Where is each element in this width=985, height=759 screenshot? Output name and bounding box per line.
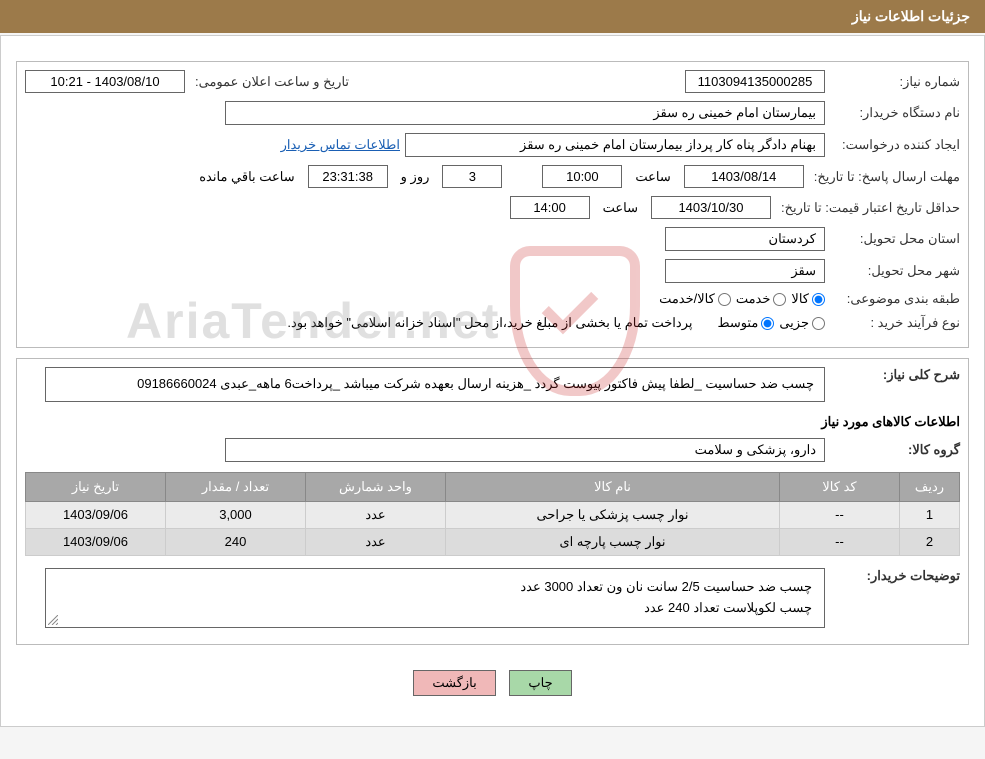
requester-value: بهنام دادگر پناه کار پرداز بیمارستان اما… (405, 133, 825, 157)
cell-unit: عدد (306, 528, 446, 555)
cell-date: 1403/09/06 (26, 501, 166, 528)
cell-row: 1 (900, 501, 960, 528)
requester-label: ایجاد کننده درخواست: (830, 137, 960, 153)
radio-service[interactable]: خدمت (736, 291, 787, 307)
deadline-date: 1403/08/14 (684, 165, 804, 188)
time-label-2: ساعت (595, 200, 646, 216)
announce-value: 1403/08/10 - 10:21 (25, 70, 185, 93)
buyer-org-value: بیمارستان امام خمینی ره سقز (225, 101, 825, 125)
page-header: جزئیات اطلاعات نیاز (0, 0, 985, 33)
purchase-type-radio-group: جزیی متوسط (717, 315, 825, 331)
row-requester: ایجاد کننده درخواست: بهنام دادگر پناه کا… (25, 133, 960, 157)
resize-handle-icon (48, 615, 58, 625)
province-value: کردستان (665, 227, 825, 251)
print-button[interactable]: چاپ (509, 670, 571, 696)
table-row: 2--نوار چسب پارچه ایعدد2401403/09/06 (26, 528, 960, 555)
city-label: شهر محل تحویل: (830, 263, 960, 279)
button-row: چاپ بازگشت (16, 655, 969, 711)
row-need-number: شماره نیاز: 1103094135000285 تاریخ و ساع… (25, 70, 960, 93)
buyer-notes-label: توضیحات خریدار: (830, 568, 960, 584)
time-label-1: ساعت (627, 169, 678, 185)
deadline-label: مهلت ارسال پاسخ: تا تاریخ: (809, 169, 960, 185)
cell-name: نوار چسب پزشکی یا جراحی (446, 501, 780, 528)
contact-link[interactable]: اطلاعات تماس خریدار (281, 137, 400, 153)
back-button[interactable]: بازگشت (413, 670, 495, 696)
buyer-org-label: نام دستگاه خریدار: (830, 105, 960, 121)
remaining-label: ساعت باقي مانده (191, 169, 302, 185)
info-frame: شماره نیاز: 1103094135000285 تاریخ و ساع… (16, 61, 969, 348)
cell-code: -- (780, 528, 900, 555)
cell-qty: 240 (166, 528, 306, 555)
details-frame: شرح کلی نیاز: چسب ضد حساسیت _لطفا پیش فا… (16, 358, 969, 645)
radio-goods-input[interactable] (812, 293, 825, 306)
group-value: دارو، پزشکی و سلامت (225, 438, 825, 462)
buyer-notes-line1: چسب ضد حساسیت 2/5 سانت نان ون تعداد 3000… (58, 577, 812, 598)
radio-service-input[interactable] (773, 293, 786, 306)
group-label: گروه کالا: (830, 442, 960, 458)
row-purchase-type: نوع فرآیند خرید : جزیی متوسط پرداخت تمام… (25, 315, 960, 331)
radio-both-input[interactable] (718, 293, 731, 306)
radio-small[interactable]: جزیی (779, 315, 825, 331)
purchase-type-label: نوع فرآیند خرید : (830, 315, 960, 331)
table-row: 1--نوار چسب پزشکی یا جراحیعدد3,0001403/0… (26, 501, 960, 528)
row-city: شهر محل تحویل: سقز (25, 259, 960, 283)
need-number-value: 1103094135000285 (685, 70, 825, 93)
need-number-label: شماره نیاز: (830, 74, 960, 90)
days-and-label: روز و (393, 169, 438, 185)
city-value: سقز (665, 259, 825, 283)
table-header-row: ردیف کد کالا نام کالا واحد شمارش تعداد /… (26, 472, 960, 501)
radio-goods[interactable]: کالا (791, 291, 825, 307)
cell-unit: عدد (306, 501, 446, 528)
cell-qty: 3,000 (166, 501, 306, 528)
category-radio-group: کالا خدمت کالا/خدمت (659, 291, 825, 307)
th-code: کد کالا (780, 472, 900, 501)
row-group: گروه کالا: دارو، پزشکی و سلامت (25, 438, 960, 462)
radio-both[interactable]: کالا/خدمت (659, 291, 731, 307)
province-label: استان محل تحویل: (830, 231, 960, 247)
cell-row: 2 (900, 528, 960, 555)
row-need-desc: شرح کلی نیاز: چسب ضد حساسیت _لطفا پیش فا… (25, 367, 960, 402)
price-validity-label: حداقل تاریخ اعتبار قیمت: تا تاریخ: (776, 200, 960, 216)
deadline-time: 10:00 (542, 165, 622, 188)
row-buyer-org: نام دستگاه خریدار: بیمارستان امام خمینی … (25, 101, 960, 125)
cell-name: نوار چسب پارچه ای (446, 528, 780, 555)
row-price-validity: حداقل تاریخ اعتبار قیمت: تا تاریخ: 1403/… (25, 196, 960, 219)
price-date: 1403/10/30 (651, 196, 771, 219)
row-category: طبقه بندی موضوعی: کالا خدمت کالا/خدمت (25, 291, 960, 307)
th-date: تاریخ نیاز (26, 472, 166, 501)
announce-label: تاریخ و ساعت اعلان عمومی: (190, 74, 349, 90)
page-title: جزئیات اطلاعات نیاز (852, 8, 970, 24)
th-row: ردیف (900, 472, 960, 501)
radio-small-input[interactable] (812, 317, 825, 330)
countdown-time: 23:31:38 (308, 165, 388, 188)
buyer-notes-value: چسب ضد حساسیت 2/5 سانت نان ون تعداد 3000… (45, 568, 825, 628)
radio-medium[interactable]: متوسط (717, 315, 774, 331)
category-label: طبقه بندی موضوعی: (830, 291, 960, 307)
row-buyer-notes: توضیحات خریدار: چسب ضد حساسیت 2/5 سانت ن… (25, 568, 960, 628)
th-unit: واحد شمارش (306, 472, 446, 501)
main-content: AriaTender.net شماره نیاز: 1103094135000… (0, 35, 985, 727)
need-desc-value: چسب ضد حساسیت _لطفا پیش فاکتور پیوست گرد… (45, 367, 825, 402)
row-province: استان محل تحویل: کردستان (25, 227, 960, 251)
buyer-notes-line2: چسب لکوپلاست تعداد 240 عدد (58, 598, 812, 619)
need-desc-label: شرح کلی نیاز: (830, 367, 960, 383)
th-name: نام کالا (446, 472, 780, 501)
radio-medium-input[interactable] (761, 317, 774, 330)
items-title: اطلاعات کالاهای مورد نیاز (25, 414, 960, 430)
th-qty: تعداد / مقدار (166, 472, 306, 501)
days-remaining: 3 (442, 165, 502, 188)
row-deadline: مهلت ارسال پاسخ: تا تاریخ: 1403/08/14 سا… (25, 165, 960, 188)
items-table: ردیف کد کالا نام کالا واحد شمارش تعداد /… (25, 472, 960, 556)
payment-note: پرداخت تمام یا بخشی از مبلغ خرید،از محل … (287, 315, 712, 331)
cell-date: 1403/09/06 (26, 528, 166, 555)
cell-code: -- (780, 501, 900, 528)
price-time: 14:00 (510, 196, 590, 219)
